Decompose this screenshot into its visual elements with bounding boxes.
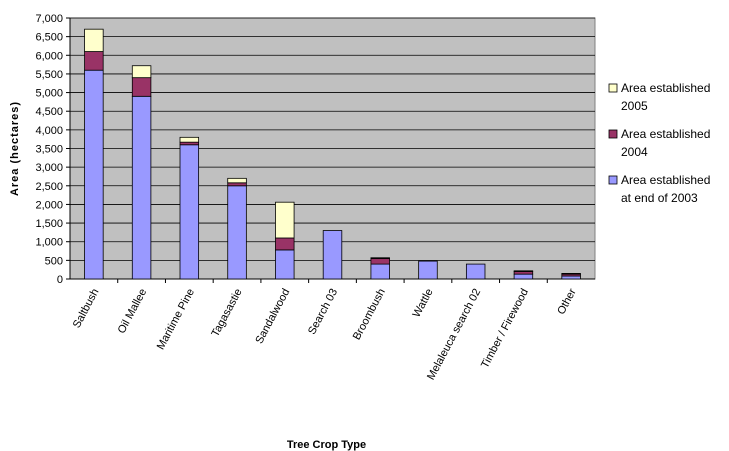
y-tick-label: 6,000	[35, 50, 63, 62]
bar-segment-2-4	[227, 182, 247, 187]
y-tick-label: 3,000	[35, 162, 63, 174]
bar-segment-1-8	[418, 260, 438, 280]
y-tick-label: 4,500	[35, 106, 63, 118]
y-tick-label: 1,500	[35, 218, 63, 230]
bar-segment-1-7	[370, 263, 390, 280]
legend-label: Area established	[621, 173, 710, 187]
x-axis-title: Tree Crop Type	[287, 439, 366, 451]
bar-segment-2-2	[131, 77, 152, 97]
y-tick-label: 2,500	[35, 181, 63, 193]
legend: Area established 2005 Area established 2004…	[608, 81, 710, 205]
bar-segment-3-4	[227, 177, 247, 184]
y-axis-title: Area (hectares)	[9, 101, 21, 196]
legend-label: at end of 2003	[621, 191, 698, 205]
y-axis-ticks: 0 500 1,000 1,500 2,000 2,500 3,000 3,500 4,000 4…	[35, 13, 70, 286]
bar-segment-1-11	[561, 275, 581, 280]
x-tick-label: Other	[555, 286, 579, 316]
bar-segment-3-11	[561, 273, 581, 275]
bar-segment-1-6	[322, 230, 343, 280]
bar-segment-3-2	[131, 65, 152, 79]
bar-segment-3-1	[84, 28, 104, 52]
y-tick-label: 6,500	[35, 32, 63, 44]
x-tick-label: Oil Mallee	[116, 287, 150, 336]
y-tick-label: 4,000	[35, 125, 63, 137]
y-tick-label: 3,500	[35, 144, 63, 156]
x-tick-label: Melaleuca search 02	[425, 287, 483, 382]
x-tick-label: Wattle	[411, 287, 436, 320]
x-axis-ticks: Saltbush Oil Mallee Maritime Pine Tagasasti…	[71, 279, 579, 382]
bar-segment-1-2	[131, 95, 152, 280]
bar-segment-2-1	[84, 51, 104, 71]
bar-segment-2-5	[275, 237, 295, 251]
bar-segment-3-3	[179, 136, 200, 143]
legend-swatch	[608, 83, 618, 93]
bar-segment-3-10	[513, 270, 534, 272]
bar-segment-1-9	[465, 263, 486, 280]
bar-segment-1-3	[179, 144, 200, 280]
bar-segment-1-5	[275, 249, 295, 280]
bar-segment-1-10	[513, 273, 534, 280]
bar-segment-1-1	[84, 69, 104, 280]
legend-swatch	[608, 175, 618, 185]
x-tick-label: Sandalwood	[253, 287, 292, 346]
bar-segment-3-5	[275, 201, 295, 239]
x-tick-label: Tagasastie	[209, 287, 244, 339]
legend-label: Area established	[621, 81, 710, 95]
x-tick-label: Broombush	[351, 287, 388, 342]
y-tick-label: 5,500	[35, 69, 63, 81]
bar-segment-2-7	[370, 258, 390, 265]
legend-label: Area established	[621, 127, 710, 141]
bar-segment-1-4	[227, 185, 247, 280]
legend-label: 2004	[621, 145, 648, 159]
y-tick-label: 5,000	[35, 88, 63, 100]
legend-label: 2005	[621, 99, 648, 113]
y-tick-label: 7,000	[35, 13, 63, 25]
y-tick-label: 1,000	[35, 237, 63, 249]
bars	[84, 28, 581, 280]
bar-segment-3-7	[370, 257, 390, 259]
y-tick-label: 500	[45, 255, 63, 267]
x-tick-label: Maritime Pine	[155, 287, 197, 352]
y-tick-label: 2,000	[35, 199, 63, 211]
legend-swatch	[608, 129, 618, 139]
x-tick-label: Search 03	[306, 287, 340, 337]
x-tick-label: Timber / Firewood	[479, 287, 531, 371]
y-tick-label: 0	[57, 274, 63, 286]
x-tick-label: Saltbush	[71, 287, 102, 330]
